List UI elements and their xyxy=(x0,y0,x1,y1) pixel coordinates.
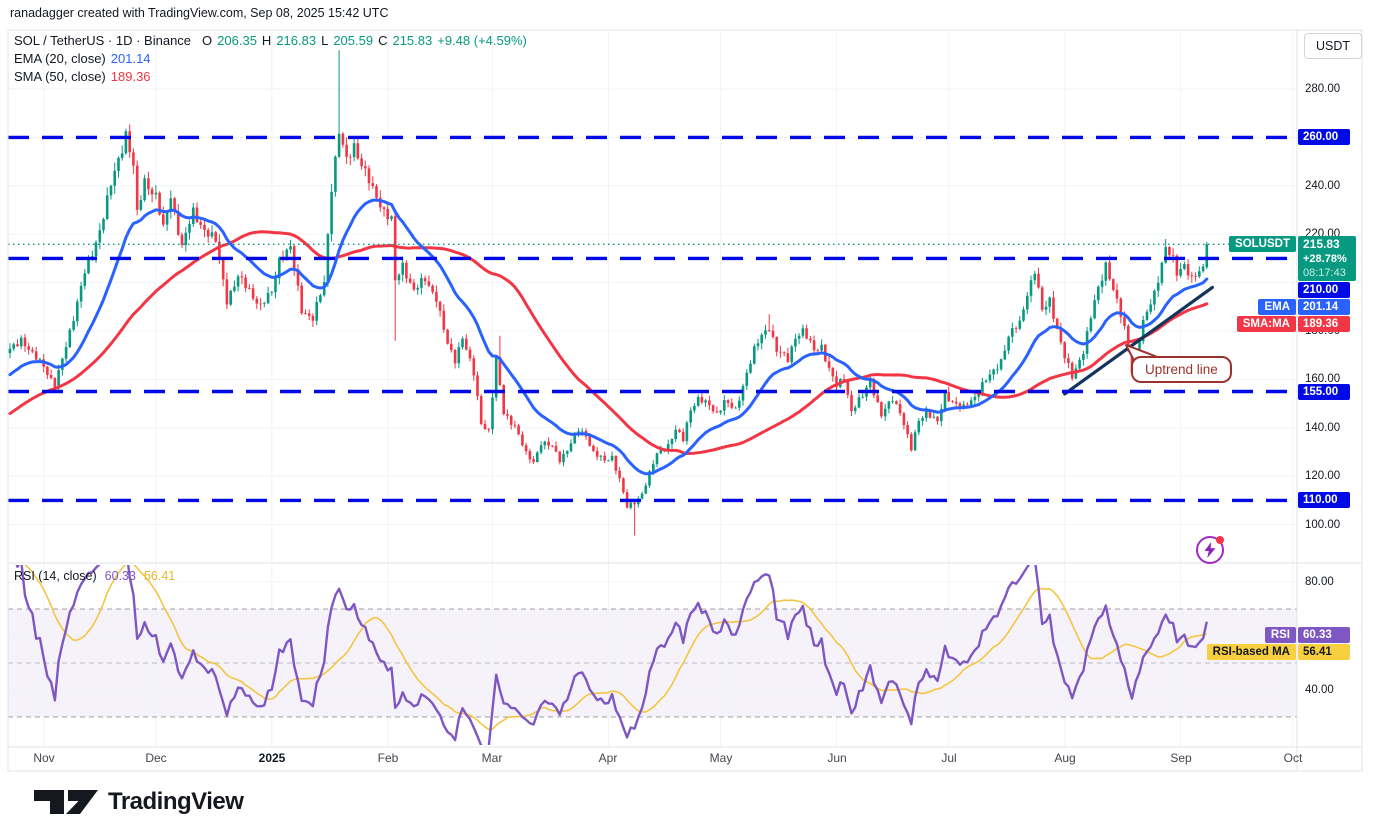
month-label[interactable]: Nov xyxy=(33,751,55,765)
tradingview-logo-text: TradingView xyxy=(108,788,244,815)
boost-lightning-icon[interactable] xyxy=(1196,536,1224,564)
rsi-ma-axis-chip: 56.41 xyxy=(1298,644,1350,660)
month-label[interactable]: Apr xyxy=(598,751,618,765)
tradingview-logo[interactable]: TradingView xyxy=(34,788,244,816)
current-price: 215.83 xyxy=(1303,237,1340,251)
price-level-chip: 210.00 xyxy=(1298,282,1350,298)
low-value: 205.59 xyxy=(333,33,374,48)
month-label[interactable]: May xyxy=(709,751,733,765)
sma-axis-chip: 189.36 xyxy=(1298,316,1350,332)
current-price-label: 215.83 +28.78% 08:17:43 xyxy=(1298,236,1356,281)
month-label[interactable]: Aug xyxy=(1054,751,1076,765)
current-change-pct: +28.78% xyxy=(1303,253,1347,265)
month-label[interactable]: Jul xyxy=(941,751,957,765)
sma-value: 189.36 xyxy=(110,69,151,84)
notification-dot xyxy=(1216,536,1224,544)
sma-axis-tag: SMA:MA xyxy=(1236,316,1296,332)
rsi-value: 60.33 xyxy=(104,569,136,583)
month-label[interactable]: Feb xyxy=(377,751,399,765)
ema-axis-chip: 201.14 xyxy=(1298,299,1350,315)
ema-axis-tag: EMA xyxy=(1258,299,1296,315)
currency-button[interactable]: USDT xyxy=(1304,33,1362,59)
price-level-chip: 110.00 xyxy=(1298,492,1350,508)
month-label[interactable]: Sep xyxy=(1170,751,1192,765)
month-label[interactable]: Oct xyxy=(1283,751,1303,765)
price-tick: 140.00 xyxy=(1305,422,1341,434)
rsi-tick: 40.00 xyxy=(1305,684,1334,696)
open-letter: O xyxy=(202,33,213,48)
credit-line: ranadagger created with TradingView.com,… xyxy=(10,6,389,20)
sma-legend-row[interactable]: SMA (50, close) 189.36 xyxy=(14,69,527,87)
rsi-legend-row[interactable]: RSI (14, close) 60.33 56.41 xyxy=(14,569,175,583)
uptrend-callout-text: Uptrend line xyxy=(1145,362,1218,377)
month-label[interactable]: 2025 xyxy=(258,751,286,765)
price-tick: 100.00 xyxy=(1305,519,1341,531)
low-letter: L xyxy=(321,33,329,48)
sma-label: SMA (50, close) xyxy=(14,69,106,84)
rsi-ma-axis-tag: RSI-based MA xyxy=(1206,644,1296,660)
open-value: 206.35 xyxy=(217,33,257,48)
rsi-tick: 80.00 xyxy=(1305,576,1334,588)
price-tick: 120.00 xyxy=(1305,470,1341,482)
uptrend-callout[interactable]: Uptrend line xyxy=(1131,356,1232,383)
month-label[interactable]: Mar xyxy=(481,751,503,765)
change-value: +9.48 (+4.59%) xyxy=(437,33,527,48)
price-tick: 240.00 xyxy=(1305,180,1341,192)
bar-countdown: 08:17:43 xyxy=(1303,267,1346,279)
lightning-bolt-icon xyxy=(1204,542,1216,558)
ema-label: EMA (20, close) xyxy=(14,51,106,66)
rsi-ma-value: 56.41 xyxy=(143,569,176,583)
symbol-price-tag: SOLUSDT xyxy=(1229,236,1296,252)
price-tick: 280.00 xyxy=(1305,83,1341,95)
high-letter: H xyxy=(261,33,272,48)
price-tick: 160.00 xyxy=(1305,373,1341,385)
ema-value: 201.14 xyxy=(110,51,151,66)
month-label[interactable]: Dec xyxy=(145,751,167,765)
high-value: 216.83 xyxy=(276,33,317,48)
rsi-label: RSI (14, close) xyxy=(14,569,97,583)
symbol-title: SOL / TetherUS · 1D · Binance xyxy=(14,33,192,48)
rsi-axis-tag: RSI xyxy=(1264,627,1296,643)
price-level-chip: 260.00 xyxy=(1298,129,1350,145)
tradingview-logo-mark xyxy=(34,789,98,814)
ema-legend-row[interactable]: EMA (20, close) 201.14 xyxy=(14,51,527,69)
price-level-chip: 155.00 xyxy=(1298,384,1350,400)
close-value: 215.83 xyxy=(392,33,433,48)
close-letter: C xyxy=(378,33,388,48)
month-label[interactable]: Jun xyxy=(827,751,847,765)
rsi-axis-chip: 60.33 xyxy=(1298,627,1350,643)
